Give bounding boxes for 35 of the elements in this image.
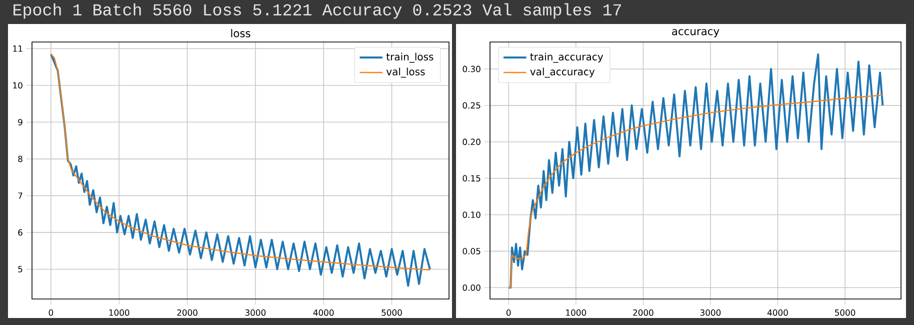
y-tick-label: 6 [18, 229, 22, 236]
x-tick-label: 3000 [700, 309, 721, 316]
y-tick-label: 5 [18, 266, 22, 272]
legend-label: train_accuracy [530, 52, 604, 63]
chart-title: loss [231, 29, 250, 38]
y-tick-label: 9 [18, 118, 22, 126]
y-tick-label: 8 [18, 156, 22, 162]
x-tick-label: 0 [506, 309, 511, 316]
y-tick-label: 0.20 [462, 138, 480, 146]
text: Epoch 1 Batch 5560 Loss 5.1221 Accuracy 0.2523 Val samples 17 [14, 3, 621, 19]
y-tick-label: 7 [18, 192, 22, 199]
y-tick-label: 0.10 [462, 212, 480, 218]
chart-title: accuracy [672, 29, 720, 38]
line-series [508, 94, 884, 288]
legend-label: val_loss [386, 68, 425, 78]
line-series [508, 53, 884, 289]
y-tick-label: 0.05 [462, 248, 480, 254]
legend-label: train_loss [386, 52, 434, 63]
x-tick-label: 1000 [109, 309, 130, 316]
x-tick-label: 5000 [382, 309, 402, 316]
y-tick-label: 11 [13, 46, 22, 52]
x-tick-label: 1000 [566, 309, 586, 316]
y-tick-label: 10 [13, 82, 22, 89]
x-tick-label: 4000 [767, 309, 788, 316]
x-tick-label: 2000 [177, 309, 198, 316]
y-tick-label: 0.00 [462, 284, 480, 291]
y-tick-label: 0.25 [462, 102, 480, 109]
legend-label: val_accuracy [530, 68, 595, 78]
x-tick-label: 3000 [245, 309, 266, 316]
x-tick-label: 0 [48, 309, 54, 316]
x-tick-label: 5000 [834, 309, 856, 316]
y-tick-label: 0.15 [462, 175, 480, 182]
x-tick-label: 4000 [313, 309, 334, 316]
y-tick-label: 0.30 [462, 66, 480, 72]
x-tick-label: 2000 [633, 309, 654, 316]
